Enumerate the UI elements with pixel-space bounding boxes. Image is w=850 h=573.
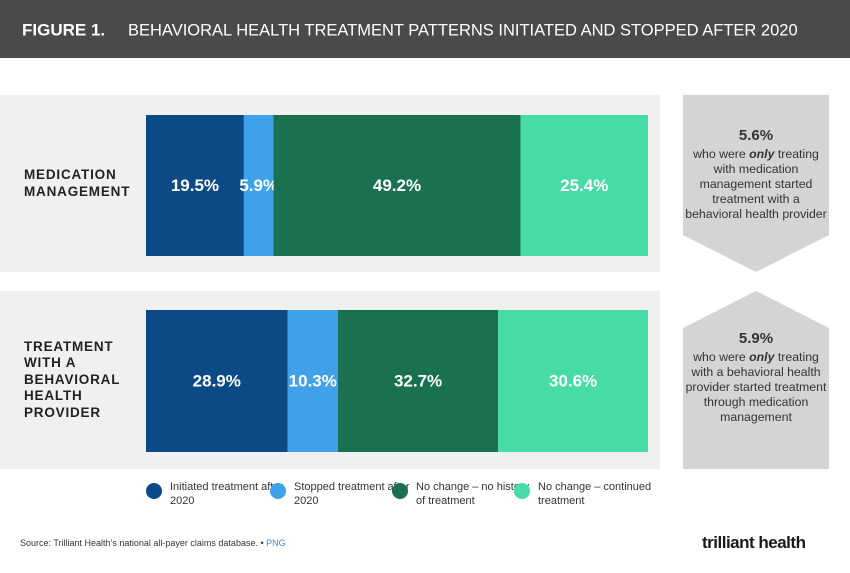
bar-segment (146, 115, 244, 256)
callout-emphasis: only (749, 350, 775, 364)
bar-segment (520, 115, 648, 256)
category-label: MEDICATION MANAGEMENT (24, 167, 131, 199)
legend-label: Initiated treatment after 2020 (170, 481, 284, 507)
callout-text: treating with a behavioral health provid… (685, 350, 827, 424)
callout-text: who were (693, 350, 750, 364)
source-link[interactable]: PNG (266, 538, 286, 548)
legend-label: Stopped treatment after 2020 (294, 481, 410, 507)
legend-item: Initiated treatment after 2020 (146, 481, 290, 508)
bar-segment (287, 310, 338, 452)
header-bar (0, 0, 850, 58)
data-label: 32.7% (394, 371, 442, 390)
bar-segment (243, 115, 274, 256)
legend-swatch (392, 483, 408, 499)
source: Source: Trilliant Health’s national all-… (20, 538, 286, 548)
data-label: 30.6% (549, 371, 597, 390)
source-text: Source: Trilliant Health’s national all-… (20, 538, 258, 548)
data-label: 49.2% (373, 176, 421, 195)
legend-item: Stopped treatment after 2020 (270, 481, 414, 508)
callout: 5.9% who were only treating with a behavi… (685, 331, 827, 425)
legend-swatch (270, 483, 286, 499)
data-label: 5.9% (239, 176, 278, 195)
category-label: TREATMENT WITH A BEHAVIORAL HEALTH PROVI… (24, 338, 121, 420)
callout-shape (683, 95, 829, 272)
legend-item: No change – continued treatment (514, 481, 658, 508)
callout-text: who were (693, 147, 750, 161)
callout: 5.6% who were only treating with medicati… (685, 128, 827, 222)
callout-emphasis: only (749, 147, 775, 161)
legend-label: No change – continued treatment (538, 481, 652, 507)
legend-label: No change – no history of treatment (416, 481, 530, 507)
bar-segment (146, 310, 288, 452)
legend-item: No change – no history of treatment (392, 481, 536, 508)
legend-swatch (146, 483, 162, 499)
data-label: 28.9% (193, 371, 241, 390)
chart-title: BEHAVIORAL HEALTH TREATMENT PATTERNS INI… (128, 21, 798, 39)
callout-shape (683, 291, 829, 469)
figure-label: FIGURE 1. (22, 20, 105, 39)
callout-headline: 5.6% (738, 127, 774, 144)
legend-swatch (514, 483, 530, 499)
logo: trilliant health (702, 533, 806, 552)
data-label: 10.3% (289, 371, 337, 390)
callout-text: treating with medication management star… (685, 147, 827, 221)
bar-segment (273, 115, 521, 256)
data-label: 19.5% (171, 176, 219, 195)
callout-headline: 5.9% (738, 330, 774, 347)
data-label: 25.4% (560, 176, 608, 195)
bar-segment (498, 310, 648, 452)
bar-segment (337, 310, 499, 452)
